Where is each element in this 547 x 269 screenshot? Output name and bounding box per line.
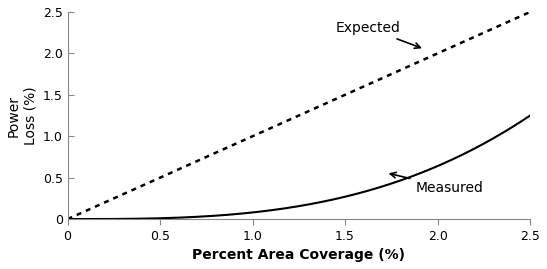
Y-axis label: Power
Loss (%): Power Loss (%) bbox=[7, 86, 37, 145]
Text: Measured: Measured bbox=[391, 172, 484, 195]
Text: Expected: Expected bbox=[336, 21, 420, 48]
X-axis label: Percent Area Coverage (%): Percent Area Coverage (%) bbox=[193, 248, 405, 262]
